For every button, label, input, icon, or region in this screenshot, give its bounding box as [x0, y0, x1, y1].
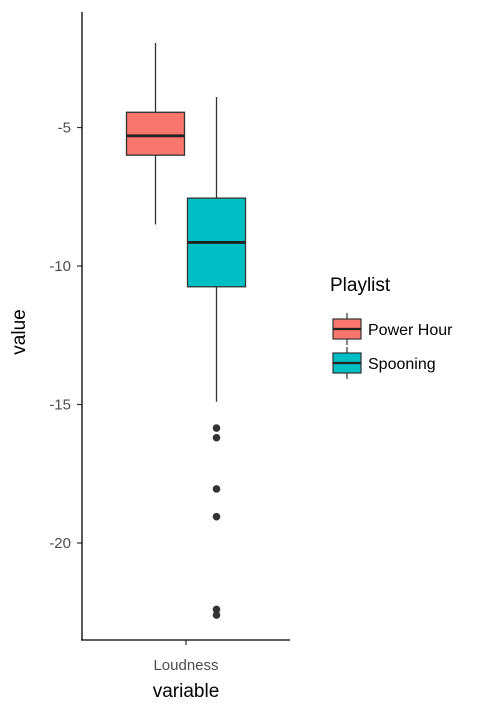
y-tick-label: -20: [49, 535, 71, 552]
outlier-point: [212, 611, 221, 619]
outlier-point: [212, 424, 221, 432]
legend-title: Playlist: [330, 275, 391, 296]
y-tick-label: -5: [58, 120, 71, 137]
y-axis-title: value: [9, 309, 30, 354]
box-power-hour: [125, 111, 186, 156]
y-tick-label: -10: [49, 258, 71, 275]
legend-label-power-hour: Power Hour: [368, 322, 453, 339]
outlier-point: [212, 433, 221, 442]
outlier-point: [212, 512, 221, 521]
x-axis-title: variable: [153, 681, 220, 702]
legend-label-spooning: Spooning: [368, 356, 436, 373]
legend-items: Power Hour Spooning: [332, 313, 453, 379]
x-tick-label: Loudness: [153, 657, 218, 674]
outlier-point: [212, 485, 221, 493]
legend: Playlist Power Hour Spooning: [330, 275, 453, 379]
outlier-point: [212, 605, 221, 614]
y-axis-ticks: -5 -10 -15 -20: [49, 120, 82, 552]
y-tick-label: -15: [49, 397, 71, 414]
x-axis-ticks: Loudness: [153, 640, 219, 674]
plot-marks: [125, 43, 247, 619]
